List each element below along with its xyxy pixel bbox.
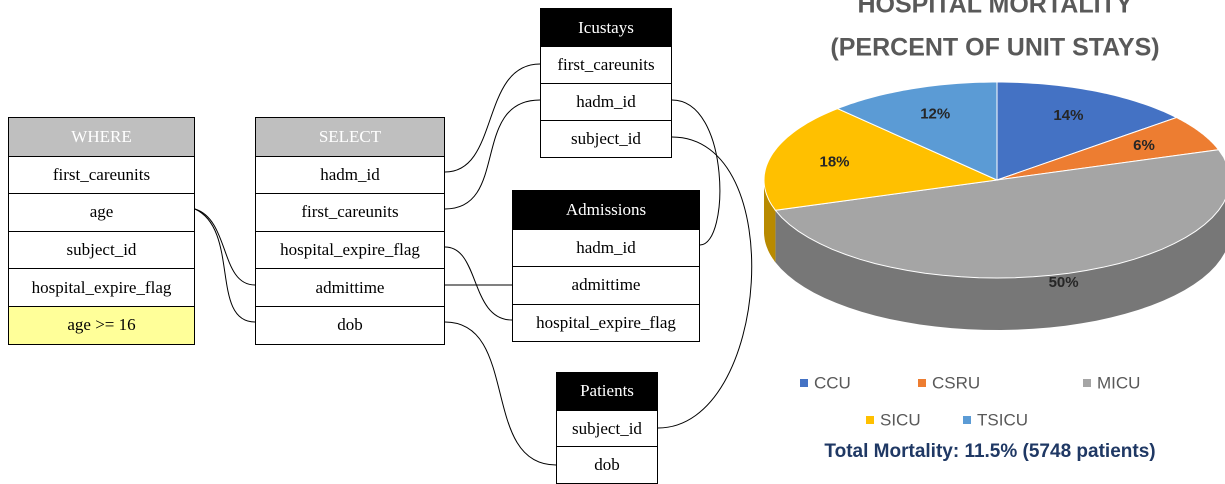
data-label: 18% [819,153,849,170]
table: WHERE first_careunits age subject_id hospita… [8,117,195,345]
connector [657,136,753,429]
table: Icustays first_careunits hadm_id subject_id [540,8,672,158]
legend-swatch [963,416,971,424]
data-label: 12% [920,105,950,122]
table-row: hadm_id [513,228,699,267]
table-row: age [9,193,194,231]
legend-label: CCU [814,373,851,392]
legend-swatch [1083,379,1091,387]
connectors [194,63,753,466]
table-row: first_careunits [541,46,671,83]
table: SELECT hadm_id first_careunits hospital_exp… [255,117,445,345]
table-row: hospital_expire_flag [513,303,699,342]
chart-subtitle: (PERCENT OF UNIT STAYS) [830,34,1159,62]
legend-label: CSRU [932,373,980,392]
pie-slice [774,149,1225,279]
legend-swatch [866,416,874,424]
connector [444,321,557,466]
pie-slice [996,116,1220,181]
legend-swatch [918,379,926,387]
annotation: Total Mortality: 11.5% (5748 patients) [824,441,1155,462]
chart-title: HOSPITAL MORTALITY [858,0,1133,19]
table-row: subject_id [557,409,657,447]
table-row: first_careunits [9,155,194,194]
table: Patients subject_id dob [556,372,658,484]
connector [194,208,256,323]
table-row: dob [557,446,657,483]
pie-side [764,180,776,263]
pie-side [775,200,1225,330]
connector [671,99,721,246]
data-label: 14% [1053,107,1083,124]
table-row: admittime [256,268,444,306]
pie-slice [836,81,998,181]
table-row: subject_id [9,230,194,269]
table: Admissions hadm_id admittime hospital_expir… [512,190,700,342]
connector [444,63,541,173]
table-header: WHERE [9,118,194,156]
table-row: age >= 16 [9,305,194,344]
legend-label: SICU [880,410,921,429]
table-header: SELECT [256,118,444,156]
connector [194,208,256,286]
data-label: 6% [1133,137,1155,154]
table-row: hadm_id [256,155,444,194]
table-row: hadm_id [541,83,671,120]
table-header: Admissions [513,191,699,229]
pie-slice [996,81,1178,181]
pie-slice [763,108,999,211]
table-row: admittime [513,266,699,304]
table-header: Icustays [541,9,671,46]
table-row: hospital_expire_flag [9,268,194,306]
legend-label: TSICU [977,410,1028,429]
legend-label: MICU [1097,373,1140,392]
legend-swatch [800,379,808,387]
table-row: hospital_expire_flag [256,230,444,269]
connector [444,99,541,210]
table-row: first_careunits [256,193,444,231]
data-label: 50% [1049,274,1079,291]
connector [444,246,513,321]
table-row: dob [256,305,444,344]
table-header: Patients [557,373,657,410]
table-row: subject_id [541,120,671,157]
